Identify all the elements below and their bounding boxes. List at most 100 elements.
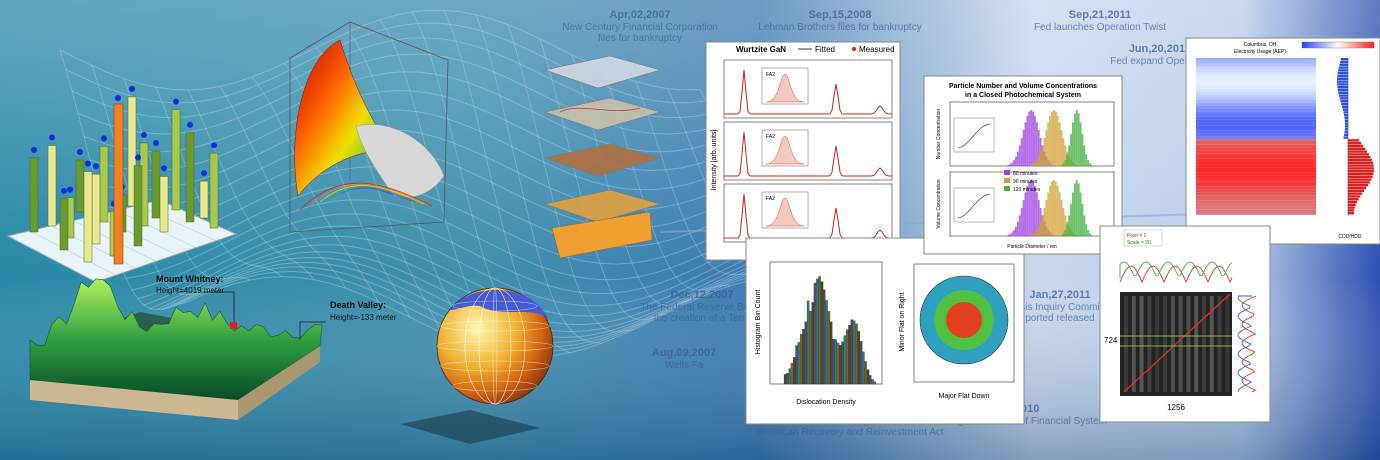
dist-bar <box>1015 156 1017 166</box>
hist-bar <box>790 362 794 385</box>
side-bar <box>1340 60 1348 64</box>
hist-bar <box>788 368 791 385</box>
dist-bar <box>1060 130 1063 166</box>
side-bar <box>1337 72 1348 75</box>
bar-marker <box>211 142 217 149</box>
dist-bar <box>1034 162 1036 166</box>
heat-row <box>1196 147 1316 151</box>
bar-marker <box>61 187 67 194</box>
event-date: Sep,15,2008 <box>809 9 872 21</box>
event-date: Apr,02,2007 <box>609 9 670 21</box>
dist-bar <box>1030 234 1033 236</box>
side-bar <box>1342 105 1348 108</box>
layered-maps <box>544 55 661 259</box>
hist-bar <box>834 339 837 385</box>
side-bar <box>1348 139 1360 142</box>
dist-bar <box>1037 226 1040 236</box>
dist-bar <box>1047 122 1050 166</box>
heat-row <box>1196 181 1316 184</box>
heat-row <box>1196 105 1316 109</box>
heat-row <box>1196 153 1316 156</box>
dist-bar <box>1011 232 1014 236</box>
axis-title: Dislocation Density <box>796 399 856 406</box>
dist-bar <box>1051 181 1053 236</box>
event-text: ported released <box>1025 313 1095 324</box>
legend-text: Fitted <box>815 45 835 54</box>
dist-bar <box>1035 192 1038 236</box>
profile-line <box>1119 261 1233 278</box>
subplot-frame <box>723 121 893 181</box>
side-bar <box>1348 195 1361 198</box>
dist-bar <box>1075 180 1078 236</box>
dist-bar <box>1062 138 1065 166</box>
event-text: files for bankruptcy <box>598 33 682 44</box>
mesh-line <box>571 54 699 307</box>
dist-bar <box>1018 215 1021 236</box>
heat-row <box>1196 212 1316 215</box>
dist-bar <box>1020 208 1023 236</box>
bar-marker <box>141 131 147 138</box>
dist-bar <box>1077 113 1080 166</box>
heat-row <box>1196 209 1316 212</box>
bar-3d <box>99 146 109 223</box>
callout-line <box>299 321 326 340</box>
event-text: American Recovery and Reinvestment Act <box>756 427 944 438</box>
side-bar <box>1344 116 1348 120</box>
heat-row <box>1196 60 1316 64</box>
dist-bar <box>1020 138 1023 166</box>
dist-bar <box>1045 130 1048 166</box>
axis-title: Particle Diameter / nm <box>1007 244 1056 250</box>
side-bar <box>1348 206 1355 209</box>
heat-row <box>1196 172 1316 176</box>
heat-row <box>1196 150 1316 154</box>
hist-bar <box>786 373 789 385</box>
hist-bar <box>804 321 808 385</box>
inset-label: FA2 <box>766 134 775 140</box>
dist-bar <box>1083 145 1086 166</box>
side-bar <box>1348 153 1369 156</box>
dist-bar <box>1035 160 1038 166</box>
dist-bar <box>1022 130 1025 166</box>
mesh-line <box>507 24 635 333</box>
hist-bar <box>829 321 833 385</box>
hist-bar <box>827 311 831 385</box>
dist-bar <box>1016 221 1019 236</box>
bar-marker <box>85 160 91 167</box>
dist-bar <box>1032 181 1034 236</box>
heat-row <box>1196 186 1316 190</box>
dist-bar <box>1018 145 1021 166</box>
heat-row <box>1196 111 1316 114</box>
image-streak <box>1202 296 1206 392</box>
mesh-line <box>475 14 603 344</box>
heat-row <box>1196 158 1316 162</box>
contour-line <box>319 185 425 205</box>
side-bar <box>1344 114 1348 117</box>
panel-subtitle: Electricity Usage (AEP) <box>1234 49 1286 55</box>
map-contour <box>559 107 641 113</box>
hist-bar <box>859 340 863 385</box>
bar-marker <box>93 163 99 170</box>
dist-bar <box>1037 200 1040 236</box>
inset-label: FA2 <box>766 196 775 202</box>
side-bar <box>1341 102 1348 106</box>
dist-bar <box>1072 122 1074 166</box>
spectrum-line <box>724 69 892 115</box>
bar-3d <box>185 132 195 223</box>
side-bar <box>1337 86 1348 89</box>
axis-title: CDD/HDD <box>1338 234 1361 240</box>
globe-shadow <box>400 410 540 444</box>
dist-bar <box>1011 162 1014 166</box>
map-layer <box>551 211 653 259</box>
heat-row <box>1196 170 1316 173</box>
side-bar <box>1344 122 1348 125</box>
event-date: Jun,20,2012 <box>1129 43 1191 55</box>
dist-bar <box>1091 164 1093 166</box>
event-text: The Federal Reserve Board <box>640 302 763 313</box>
dist-bar <box>1056 185 1059 236</box>
heat-row <box>1196 74 1316 78</box>
bar-3d <box>199 180 209 219</box>
heat-row <box>1196 77 1316 81</box>
dist-bar <box>1039 221 1042 236</box>
dist-bar <box>1064 230 1067 236</box>
